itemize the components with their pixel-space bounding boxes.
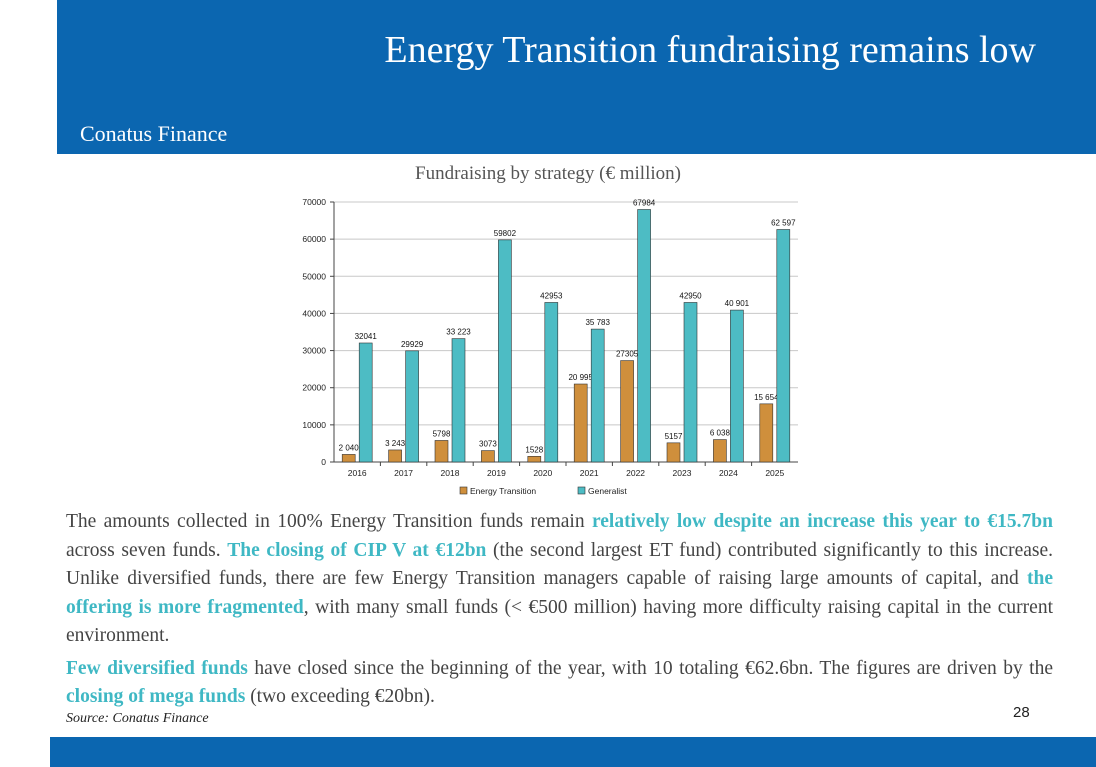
data-label: 2 040 <box>339 443 360 452</box>
y-tick-label: 10000 <box>302 420 326 430</box>
bar-energy-transition <box>620 360 634 463</box>
x-tick-label: 2023 <box>673 468 692 478</box>
data-label: 3073 <box>479 440 497 449</box>
bar-energy-transition <box>481 450 495 463</box>
bar-generalist <box>730 309 744 463</box>
page-title: Energy Transition fundraising remains lo… <box>384 29 1036 71</box>
body-run: (the second largest ET fund) contributed… <box>66 539 1053 590</box>
x-tick-label: 2018 <box>441 468 460 478</box>
data-label: 35 783 <box>585 318 610 327</box>
paragraph-generalist: Few diversified funds have closed since … <box>66 655 1053 712</box>
highlight-text: Few diversified funds <box>66 657 248 679</box>
data-label: 5157 <box>665 432 683 441</box>
y-tick-label: 60000 <box>302 234 326 244</box>
bar-energy-transition <box>573 383 588 463</box>
body-run: , with many small funds (< €500 million)… <box>66 596 1053 647</box>
highlight-text: closing of mega funds <box>66 686 246 707</box>
data-label: 42953 <box>540 291 563 300</box>
bar-generalist <box>776 229 791 463</box>
header-banner: Energy Transition fundraising remains lo… <box>57 0 1096 154</box>
bar-generalist <box>451 338 466 463</box>
y-tick-label: 0 <box>321 457 326 467</box>
y-tick-label: 70000 <box>302 197 326 207</box>
data-label: 67984 <box>633 198 656 207</box>
data-label: 59802 <box>494 229 517 238</box>
x-tick-label: 2024 <box>719 468 738 478</box>
x-tick-label: 2022 <box>626 468 645 478</box>
x-tick-label: 2025 <box>765 468 784 478</box>
bar-energy-transition <box>527 456 542 463</box>
bar-generalist <box>544 302 559 463</box>
data-label: 27305 <box>616 350 639 359</box>
x-tick-label: 2020 <box>533 468 552 478</box>
legend-swatch <box>459 486 468 495</box>
bar-energy-transition <box>759 403 774 463</box>
paragraph-energy-transition: The amounts collected in 100% Energy Tra… <box>66 508 1053 651</box>
company-name: Conatus Finance <box>80 121 228 146</box>
source-note: Source: Conatus Finance <box>66 711 209 726</box>
bar-generalist <box>590 328 605 463</box>
x-tick-label: 2016 <box>348 468 367 478</box>
data-label: 40 901 <box>725 299 750 308</box>
bar-generalist <box>358 342 373 463</box>
bar-generalist <box>498 239 512 463</box>
bar-generalist <box>637 209 651 463</box>
y-tick-label: 50000 <box>302 271 326 281</box>
data-label: 32041 <box>355 332 378 341</box>
x-tick-label: 2021 <box>580 468 599 478</box>
body-run: across seven funds. <box>66 539 228 561</box>
bar-energy-transition <box>388 449 402 463</box>
y-tick-label: 20000 <box>302 383 326 393</box>
body-text: The amounts collected in 100% Energy Tra… <box>66 508 1053 716</box>
data-label: 1528 <box>525 445 543 454</box>
data-label: 62 597 <box>771 218 796 227</box>
legend-label: Energy Transition <box>470 486 536 496</box>
footer-bar <box>50 737 1096 767</box>
y-tick-label: 40000 <box>302 308 326 318</box>
page-number: 28 <box>1013 704 1030 721</box>
bar-energy-transition <box>666 442 681 463</box>
x-tick-label: 2019 <box>487 468 506 478</box>
body-run: have closed since the beginning of the y… <box>247 657 1053 679</box>
data-label: 5798 <box>433 429 451 438</box>
data-label: 42950 <box>679 291 702 300</box>
legend-swatch <box>577 486 586 495</box>
legend-label: Generalist <box>588 486 627 496</box>
chart-title: Fundraising by strategy (€ million) <box>415 163 681 184</box>
data-label: 6 038 <box>710 429 731 438</box>
body-run: The amounts collected in 100% Energy Tra… <box>66 511 592 532</box>
bar-generalist <box>683 302 698 463</box>
data-label: 3 243 <box>385 439 406 448</box>
bar-energy-transition <box>341 454 356 463</box>
highlight-text: The closing of CIP V at €12bn <box>227 539 487 561</box>
body-run: (two exceeding €20bn). <box>245 686 435 707</box>
bar-energy-transition <box>434 440 449 463</box>
data-label: 33 223 <box>446 328 471 337</box>
fundraising-chart: 0 10000 20000 30000 40000 50000 60000 70000 2016… <box>302 197 798 496</box>
data-label: 20 995 <box>568 373 593 382</box>
highlight-text: relatively low despite an increase this … <box>591 511 1053 532</box>
x-tick-label: 2017 <box>394 468 413 478</box>
bar-generalist <box>405 350 419 463</box>
highlight-text: the offering is more fragmented <box>66 568 1053 618</box>
data-label: 15 654 <box>754 393 779 402</box>
data-label: 29929 <box>401 340 424 349</box>
y-tick-label: 30000 <box>302 346 326 356</box>
bar-energy-transition <box>713 439 727 463</box>
